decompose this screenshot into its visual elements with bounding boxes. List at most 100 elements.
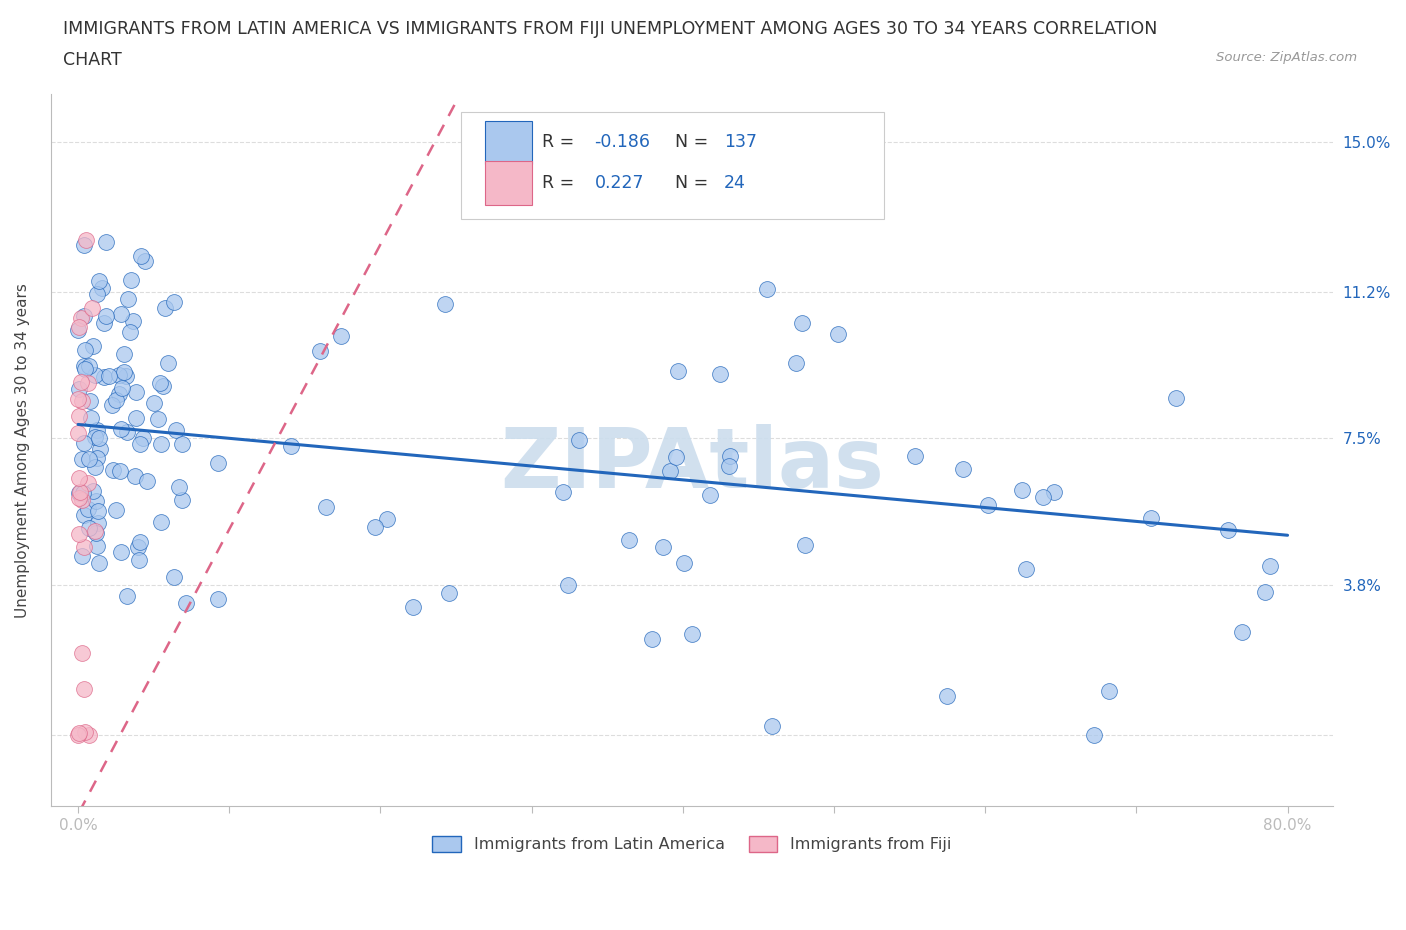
- Point: [1011, 483, 1033, 498]
- Point: [709, 366, 731, 381]
- Point: [375, 512, 398, 526]
- Point: [315, 499, 337, 514]
- Point: [110, 422, 132, 437]
- Point: [93, 369, 115, 384]
- Point: [699, 488, 721, 503]
- Point: [785, 355, 807, 370]
- Point: [105, 392, 128, 407]
- Point: [718, 449, 741, 464]
- Point: [69, 485, 91, 500]
- Point: [672, 555, 695, 570]
- Point: [207, 456, 229, 471]
- Point: [129, 534, 152, 549]
- Point: [79, 393, 101, 408]
- Point: [72, 485, 94, 500]
- Point: [1032, 490, 1054, 505]
- Point: [935, 688, 957, 703]
- Point: [67, 320, 90, 335]
- Point: [94, 309, 117, 324]
- Legend: Immigrants from Latin America, Immigrants from Fiji: Immigrants from Latin America, Immigrant…: [426, 830, 957, 859]
- Point: [1083, 727, 1105, 742]
- Point: [557, 578, 579, 592]
- Point: [86, 450, 108, 465]
- Point: [86, 422, 108, 437]
- Point: [136, 473, 159, 488]
- Point: [87, 431, 110, 445]
- Point: [149, 436, 172, 451]
- Point: [904, 448, 927, 463]
- Point: [1230, 625, 1253, 640]
- Point: [437, 586, 460, 601]
- Point: [84, 430, 107, 445]
- Point: [87, 504, 110, 519]
- Point: [134, 253, 156, 268]
- Text: 24: 24: [724, 174, 745, 193]
- Point: [146, 411, 169, 426]
- Point: [73, 540, 96, 555]
- Point: [793, 538, 815, 553]
- Point: [108, 368, 131, 383]
- Point: [165, 423, 187, 438]
- Point: [207, 592, 229, 607]
- Point: [72, 549, 94, 564]
- Point: [77, 501, 100, 516]
- Point: [132, 431, 155, 445]
- Point: [1258, 559, 1281, 574]
- Point: [1098, 684, 1121, 698]
- Point: [174, 595, 197, 610]
- Y-axis label: Unemployment Among Ages 30 to 34 years: Unemployment Among Ages 30 to 34 years: [15, 283, 30, 618]
- Point: [170, 492, 193, 507]
- Point: [120, 272, 142, 287]
- Point: [77, 452, 100, 467]
- Point: [1254, 585, 1277, 600]
- Point: [557, 149, 579, 164]
- Text: CHART: CHART: [63, 51, 122, 69]
- Point: [67, 323, 90, 338]
- Point: [101, 463, 124, 478]
- Text: 137: 137: [724, 134, 756, 152]
- Point: [112, 365, 135, 379]
- Point: [641, 631, 664, 646]
- Point: [67, 408, 90, 423]
- Point: [84, 459, 107, 474]
- Point: [83, 524, 105, 538]
- Point: [73, 237, 96, 252]
- Point: [163, 295, 186, 310]
- Point: [79, 520, 101, 535]
- Point: [70, 311, 93, 325]
- Point: [73, 682, 96, 697]
- Point: [80, 410, 103, 425]
- Point: [72, 493, 94, 508]
- Point: [143, 395, 166, 410]
- Point: [553, 485, 575, 499]
- Text: IMMIGRANTS FROM LATIN AMERICA VS IMMIGRANTS FROM FIJI UNEMPLOYMENT AMONG AGES 30: IMMIGRANTS FROM LATIN AMERICA VS IMMIGRA…: [63, 20, 1157, 38]
- Point: [86, 538, 108, 553]
- Point: [70, 451, 93, 466]
- Point: [658, 463, 681, 478]
- Point: [124, 469, 146, 484]
- Point: [280, 438, 302, 453]
- Point: [756, 282, 779, 297]
- Point: [152, 379, 174, 394]
- Point: [364, 520, 387, 535]
- Point: [111, 381, 134, 396]
- Point: [128, 552, 150, 567]
- Point: [91, 281, 114, 296]
- Point: [89, 273, 111, 288]
- Point: [761, 718, 783, 733]
- Point: [1043, 485, 1066, 499]
- Point: [952, 462, 974, 477]
- Point: [117, 589, 139, 604]
- Point: [89, 555, 111, 570]
- Point: [82, 484, 104, 498]
- Point: [73, 435, 96, 450]
- Point: [73, 309, 96, 324]
- Point: [107, 387, 129, 402]
- Point: [93, 315, 115, 330]
- Point: [79, 727, 101, 742]
- Point: [72, 645, 94, 660]
- Text: -0.186: -0.186: [595, 134, 651, 152]
- Point: [115, 368, 138, 383]
- Point: [67, 485, 90, 500]
- Point: [162, 569, 184, 584]
